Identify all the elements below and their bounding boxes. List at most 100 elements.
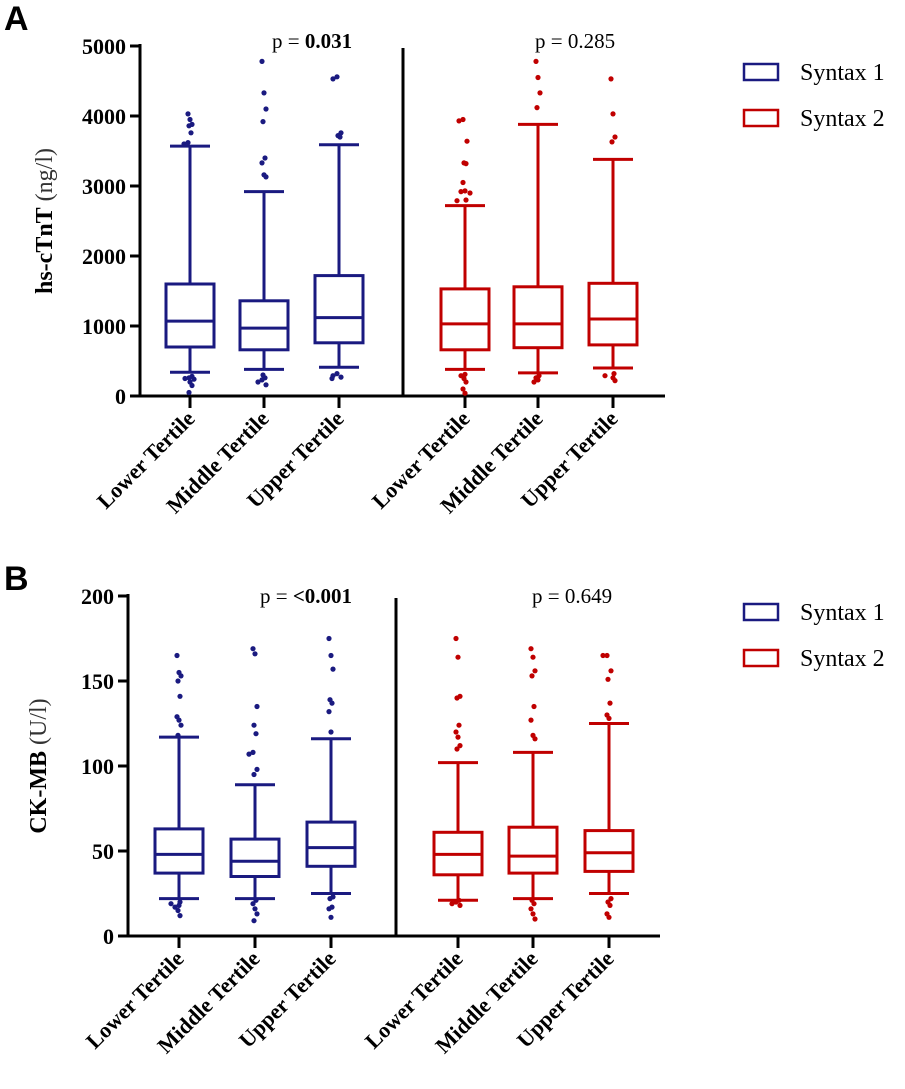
outlier-point: [176, 717, 182, 723]
outlier-point: [326, 635, 332, 642]
outlier-point: [453, 729, 459, 735]
box-syntax-1-upper-tertile: [305, 635, 357, 920]
outlier-point: [175, 907, 181, 914]
y-tick-label: 4000: [82, 104, 126, 129]
outlier-point: [182, 375, 188, 382]
outlier-point: [329, 375, 335, 382]
y-axis-label-main: CK-MB: [26, 751, 52, 834]
outlier-point: [189, 382, 195, 389]
outlier-point: [255, 379, 261, 385]
outlier-point: [174, 652, 180, 659]
outlier-point: [176, 902, 182, 909]
outlier-point: [453, 635, 459, 642]
y-tick-label: 200: [81, 584, 114, 609]
outlier-point: [261, 90, 267, 96]
outlier-point: [168, 901, 174, 907]
y-tick-label: 1000: [82, 314, 126, 339]
outlier-point: [172, 904, 178, 910]
y-tick-label: 2000: [82, 244, 126, 269]
outlier-point: [254, 766, 260, 773]
outlier-point: [263, 174, 269, 180]
outlier-point: [263, 382, 269, 388]
outlier-point: [253, 731, 259, 737]
box-syntax-2-middle-tertile: [507, 646, 559, 922]
outlier-point: [533, 58, 539, 64]
outlier-point: [605, 676, 611, 682]
outlier-point: [537, 90, 543, 96]
outlier-point: [602, 373, 608, 379]
p-value: 0.031: [305, 29, 352, 53]
y-tick-label: 100: [81, 754, 114, 779]
outlier-point: [252, 651, 258, 657]
outlier-point: [175, 732, 181, 739]
outlier-point: [338, 374, 344, 380]
box-syntax-2-middle-tertile: [512, 58, 564, 385]
y-axis-label-main: hs-cTnT: [32, 207, 58, 294]
box-syntax-2-lower-tertile: [439, 116, 491, 396]
panel-a: A 0 1000 2000 3000 4000 5000 hs-cTnT (ng/l) p = 0…: [4, 0, 885, 518]
outlier-point: [534, 105, 540, 111]
outlier-point: [187, 116, 193, 123]
outlier-point: [329, 700, 335, 706]
panel-label: A: [4, 0, 29, 38]
y-tick-label: 5000: [82, 34, 126, 59]
outlier-point: [455, 654, 461, 660]
outlier-point: [251, 722, 257, 728]
outlier-point: [259, 58, 265, 64]
outlier-point: [328, 914, 334, 920]
outlier-point: [330, 76, 336, 82]
p-value-label: p = 0.649: [532, 584, 612, 608]
legend-swatch: [742, 602, 780, 622]
outlier-point: [467, 190, 473, 196]
outlier-point: [464, 138, 470, 144]
outlier-point: [259, 160, 265, 166]
outlier-point: [532, 668, 538, 674]
outlier-point: [463, 161, 469, 167]
outlier-point: [608, 76, 614, 82]
legend-swatch: [742, 62, 780, 82]
legend-label: Syntax 1: [800, 60, 885, 86]
outlier-point: [462, 188, 468, 194]
outlier-point: [458, 189, 464, 195]
outlier-point: [606, 914, 612, 920]
outlier-point: [251, 771, 257, 778]
outlier-point: [327, 896, 333, 902]
outlier-point: [253, 897, 259, 903]
panel-label: B: [4, 560, 29, 598]
y-tick-label: 50: [92, 839, 114, 864]
outlier-point: [260, 119, 266, 125]
outlier-point: [250, 749, 256, 756]
outlier-point: [454, 695, 460, 701]
p-value-prefix: p =: [532, 584, 565, 608]
outlier-point: [454, 746, 460, 752]
outlier-point: [455, 734, 461, 740]
outlier-point: [612, 134, 618, 140]
iqr-box: [229, 837, 281, 878]
p-value-label: p = 0.285: [535, 29, 615, 53]
iqr-box: [305, 820, 357, 868]
outlier-point: [259, 377, 265, 383]
box-syntax-1-middle-tertile: [229, 646, 281, 924]
legend-swatch: [742, 108, 780, 128]
outlier-point: [252, 906, 258, 912]
iqr-box: [313, 274, 365, 345]
outlier-point: [611, 371, 617, 377]
outlier-point: [531, 901, 537, 907]
outlier-point: [188, 130, 194, 136]
box-syntax-1-lower-tertile: [153, 652, 205, 919]
outlier-point: [460, 116, 466, 123]
outlier-point: [600, 652, 606, 659]
outlier-point: [606, 715, 612, 722]
outlier-point: [186, 375, 192, 381]
legend-swatch: [742, 648, 780, 668]
p-value-label: p = 0.031: [272, 29, 352, 53]
outlier-point: [604, 652, 610, 659]
y-axis-label: CK-MB (U/l): [26, 698, 52, 833]
outlier-point: [334, 74, 340, 80]
outlier-point: [250, 901, 256, 907]
outlier-point: [460, 386, 466, 392]
p-value-prefix: p =: [260, 584, 293, 608]
outlier-point: [460, 179, 466, 186]
outlier-point: [334, 371, 340, 377]
